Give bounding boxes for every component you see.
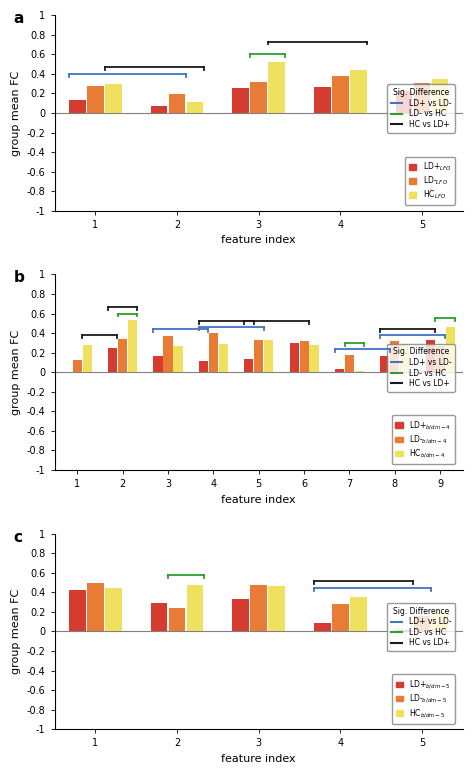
Bar xyxy=(314,622,331,632)
Bar xyxy=(345,355,354,372)
Bar xyxy=(233,88,249,113)
Y-axis label: group mean FC: group mean FC xyxy=(11,71,21,156)
Y-axis label: group mean FC: group mean FC xyxy=(11,329,21,415)
Bar xyxy=(380,356,390,372)
Bar xyxy=(219,344,228,372)
Bar xyxy=(128,320,137,372)
Bar xyxy=(400,344,410,372)
Bar xyxy=(105,588,122,632)
Bar xyxy=(335,369,344,372)
Bar xyxy=(250,81,267,113)
Bar xyxy=(390,341,400,372)
Bar xyxy=(169,608,185,632)
Bar xyxy=(432,79,448,113)
Bar xyxy=(151,106,167,113)
Bar xyxy=(108,348,117,372)
Text: a: a xyxy=(14,11,24,26)
Legend: LD+$_{LFO}$, LD-$_{LFO}$, HC$_{LFO}$: LD+$_{LFO}$, LD-$_{LFO}$, HC$_{LFO}$ xyxy=(405,157,455,205)
Bar xyxy=(209,333,218,372)
Bar xyxy=(254,340,264,372)
Text: b: b xyxy=(14,270,25,285)
Bar xyxy=(154,356,163,372)
Bar xyxy=(69,591,86,632)
Bar xyxy=(69,100,86,113)
Bar xyxy=(300,341,309,372)
Bar xyxy=(82,345,92,372)
Bar xyxy=(187,584,203,632)
Bar xyxy=(426,340,435,372)
Bar xyxy=(151,603,167,632)
X-axis label: feature index: feature index xyxy=(221,754,296,764)
Bar xyxy=(432,611,448,632)
Bar xyxy=(105,84,122,113)
Bar xyxy=(396,631,412,632)
Bar xyxy=(290,343,299,372)
Bar xyxy=(187,102,203,113)
Text: c: c xyxy=(14,530,23,545)
Legend: LD+$_{b/dm-5}$, LD-$_{b/dm-5}$, HC$_{b/dm-5}$: LD+$_{b/dm-5}$, LD-$_{b/dm-5}$, HC$_{b/d… xyxy=(392,674,455,724)
Bar xyxy=(414,83,430,113)
Bar xyxy=(268,587,285,632)
Bar xyxy=(332,76,349,113)
Bar xyxy=(268,62,285,113)
Bar xyxy=(350,70,366,113)
Bar xyxy=(350,598,366,632)
Bar xyxy=(396,91,412,113)
Bar xyxy=(264,340,273,372)
Bar xyxy=(250,584,267,632)
Bar xyxy=(199,361,208,372)
Bar xyxy=(169,95,185,113)
Bar xyxy=(446,327,455,372)
Y-axis label: group mean FC: group mean FC xyxy=(11,589,21,674)
Bar xyxy=(164,336,173,372)
Bar xyxy=(73,360,82,372)
Bar xyxy=(244,359,253,372)
X-axis label: feature index: feature index xyxy=(221,494,296,505)
Bar xyxy=(233,599,249,632)
Bar xyxy=(310,345,319,372)
Bar xyxy=(173,346,182,372)
Legend: LD+$_{b/dm-4}$, LD-$_{b/dm-4}$, HC$_{b/dm-4}$: LD+$_{b/dm-4}$, LD-$_{b/dm-4}$, HC$_{b/d… xyxy=(392,415,455,464)
Bar xyxy=(87,583,104,632)
Bar xyxy=(118,339,127,372)
Bar xyxy=(414,616,430,632)
X-axis label: feature index: feature index xyxy=(221,236,296,246)
Bar xyxy=(436,346,445,372)
Bar xyxy=(332,604,349,632)
Bar xyxy=(314,87,331,113)
Bar xyxy=(355,371,364,372)
Bar xyxy=(87,85,104,113)
